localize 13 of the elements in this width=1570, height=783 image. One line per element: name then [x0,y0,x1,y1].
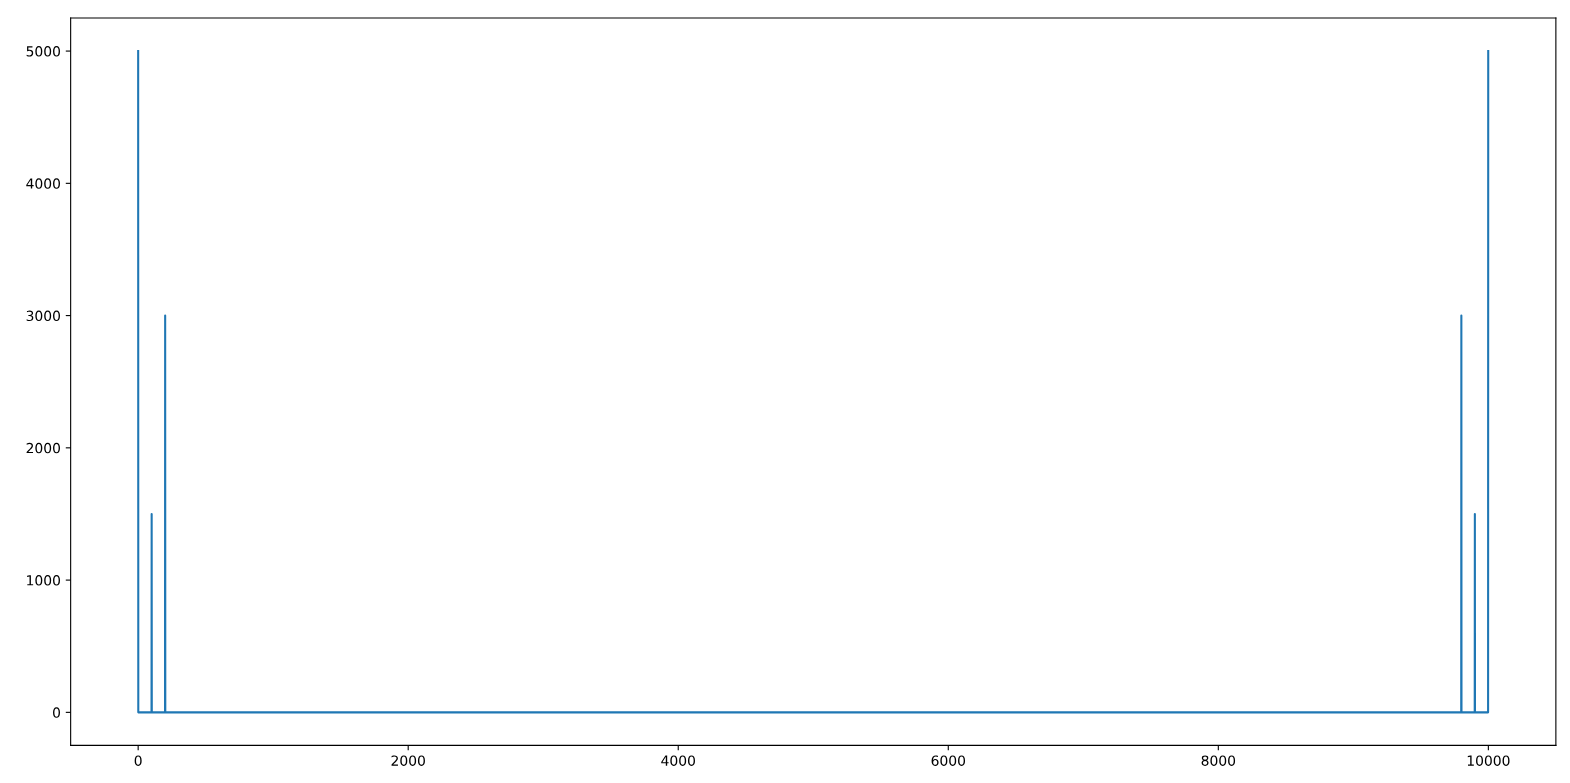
x-tick-label: 4000 [661,755,695,766]
line-series [137,50,1490,714]
y-tick-label: 2000 [26,442,60,454]
x-tick-label: 10000 [1467,755,1510,766]
y-tick-label: 4000 [26,178,60,189]
x-tick-label: 8000 [1201,755,1236,766]
y-tick-label: 5000 [26,46,60,57]
y-tick-label: 1000 [27,575,60,586]
x-tick-label: 0 [134,755,142,766]
y-tick-label: 3000 [26,310,60,322]
x-tick-label: 2000 [391,755,425,766]
y-tick-label: 0 [53,707,61,718]
x-tick-label: 6000 [931,755,966,766]
